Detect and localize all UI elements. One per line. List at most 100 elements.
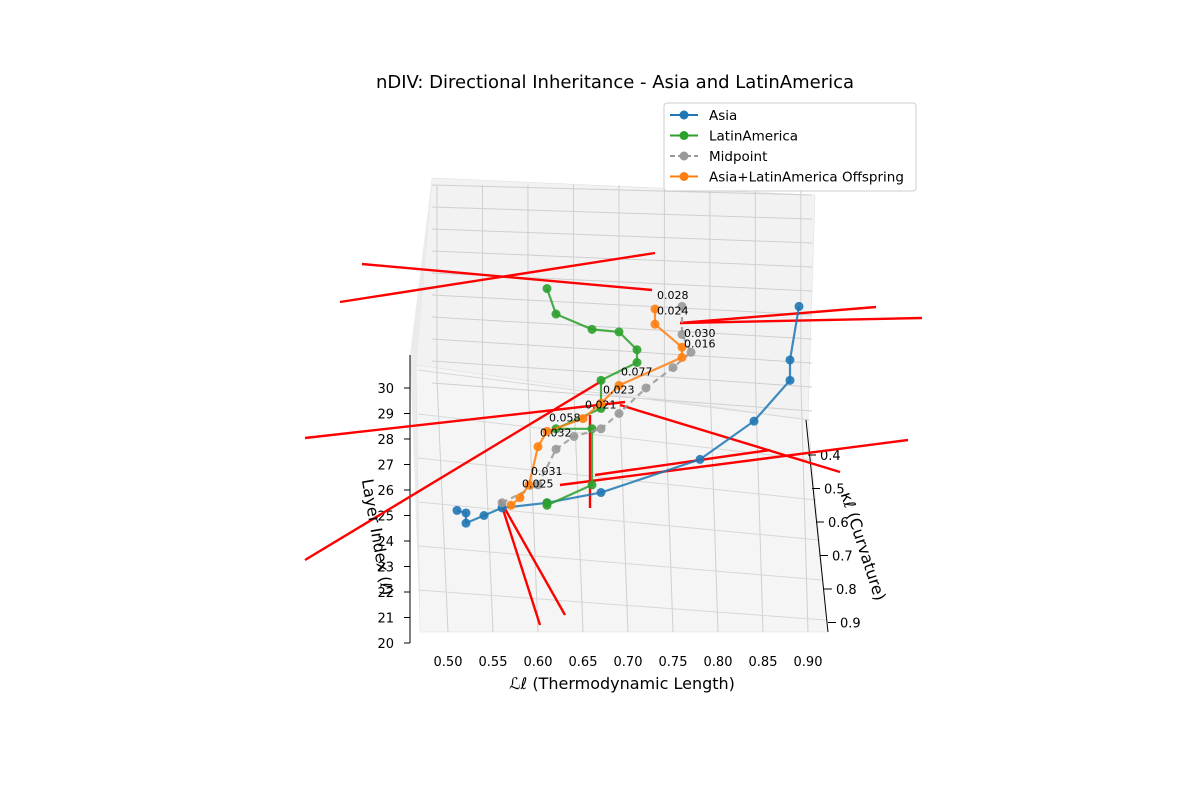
point-midpoint (569, 431, 579, 441)
x-tick-label: 0.90 (794, 655, 823, 670)
distance-label: 0.032 (540, 427, 572, 440)
grid-line-back (431, 206, 813, 220)
point-asia (695, 454, 705, 464)
legend-label: Midpoint (709, 149, 767, 165)
direction-arrow (679, 316, 923, 325)
point-latinamerica (551, 309, 561, 319)
grid-line-back (431, 316, 813, 340)
point-offspring (533, 442, 543, 452)
point-midpoint (641, 383, 651, 393)
grid-line-back (431, 338, 813, 364)
distance-label: 0.021 (585, 399, 617, 412)
legend-label: LatinAmerica (709, 129, 798, 145)
z-tick-label: 30 (377, 382, 394, 397)
point-midpoint (614, 409, 624, 418)
direction-arrows (304, 251, 923, 626)
point-asia (785, 355, 795, 365)
axes: 0.50 0.55 0.60 0.65 0.70 0.75 0.80 0.85 0.90 20 21… (377, 355, 861, 670)
point-midpoint (686, 347, 696, 357)
direction-arrow (559, 438, 909, 487)
x-tick-label: 0.65 (569, 655, 598, 670)
z-tick-label: 24 (377, 535, 394, 550)
point-offspring (542, 426, 552, 436)
grid-line-floor (417, 589, 826, 621)
legend-marker (679, 131, 689, 140)
point-offspring (677, 342, 687, 352)
x-tick-label: 0.85 (749, 655, 778, 670)
distance-label: 0.024 (657, 304, 689, 317)
grid-line-back (431, 228, 813, 244)
x-tick-label: 0.60 (524, 655, 553, 670)
y-tick-label: 0.5 (824, 483, 845, 498)
y-tick-label: 0.8 (836, 583, 857, 598)
y-axis-line (805, 419, 829, 633)
grid-line-floor (417, 457, 817, 501)
point-latinamerica (596, 375, 606, 385)
z-tick-label: 28 (377, 433, 394, 448)
point-offspring (578, 414, 588, 424)
point-offspring (650, 304, 660, 314)
legend-label: Asia+LatinAmerica Offspring (709, 170, 904, 186)
point-offspring (614, 380, 624, 390)
point-offspring (596, 398, 606, 408)
point-midpoint (677, 301, 687, 311)
grid-lines (417, 184, 826, 633)
point-midpoint (596, 424, 606, 434)
x-axis-label: ℒℓ (Thermodynamic Length) (509, 674, 735, 693)
direction-arrow (498, 499, 542, 626)
point-midpoint (533, 480, 543, 490)
grid-line-back (431, 360, 813, 388)
distance-label: 0.028 (657, 289, 689, 302)
point-offspring (506, 500, 516, 510)
distance-label: 0.023 (603, 383, 635, 396)
point-midpoint (677, 329, 687, 339)
point-latinamerica (632, 358, 642, 367)
grid-line-x (663, 379, 674, 633)
direction-arrow (594, 448, 771, 477)
point-offspring (650, 319, 660, 329)
z-tick-label: 26 (377, 484, 394, 499)
y-tick-label: 0.7 (832, 550, 853, 565)
y-tick-label: 0.4 (820, 449, 841, 464)
legend-label: Asia (709, 108, 737, 124)
x-tick-label: 0.50 (434, 655, 463, 670)
grid-line-back (431, 184, 813, 196)
grid-line-floor (417, 545, 823, 581)
z-tick-label: 20 (377, 637, 394, 652)
direction-arrow (679, 305, 877, 325)
z-tick-label: 29 (377, 408, 394, 423)
point-latinamerica (542, 500, 552, 510)
distance-label: 0.025 (522, 478, 554, 491)
point-asia (596, 488, 606, 498)
direction-arrow (498, 499, 567, 616)
point-offspring (515, 493, 525, 503)
legend-marker (679, 151, 689, 161)
point-asia (749, 416, 759, 426)
distance-label: 0.031 (531, 465, 563, 478)
direction-arrow (304, 400, 626, 440)
point-asia (461, 518, 471, 528)
legend-marker (679, 110, 689, 120)
grid-line-back (431, 382, 813, 412)
x-tick-label: 0.70 (614, 655, 643, 670)
point-asia (461, 508, 471, 518)
distance-label: 0.030 (684, 327, 716, 340)
point-latinamerica (614, 327, 624, 337)
distance-label: 0.058 (549, 411, 581, 424)
legend: Asia LatinAmerica Midpoint Asia+LatinAmeric… (663, 102, 917, 192)
y-tick-label: 0.9 (840, 617, 861, 632)
point-latinamerica (632, 345, 642, 355)
distance-label: 0.077 (621, 365, 653, 378)
z-tick-label: 21 (377, 612, 394, 627)
z-tick-label: 22 (377, 586, 394, 601)
point-latinamerica (587, 324, 597, 334)
direction-arrow (304, 380, 601, 562)
x-tick-label: 0.55 (479, 655, 508, 670)
grid-line-x (618, 379, 629, 633)
z-tick-label: 27 (377, 459, 394, 474)
grid-line-x (527, 379, 539, 633)
x-tick-label: 0.80 (704, 655, 733, 670)
